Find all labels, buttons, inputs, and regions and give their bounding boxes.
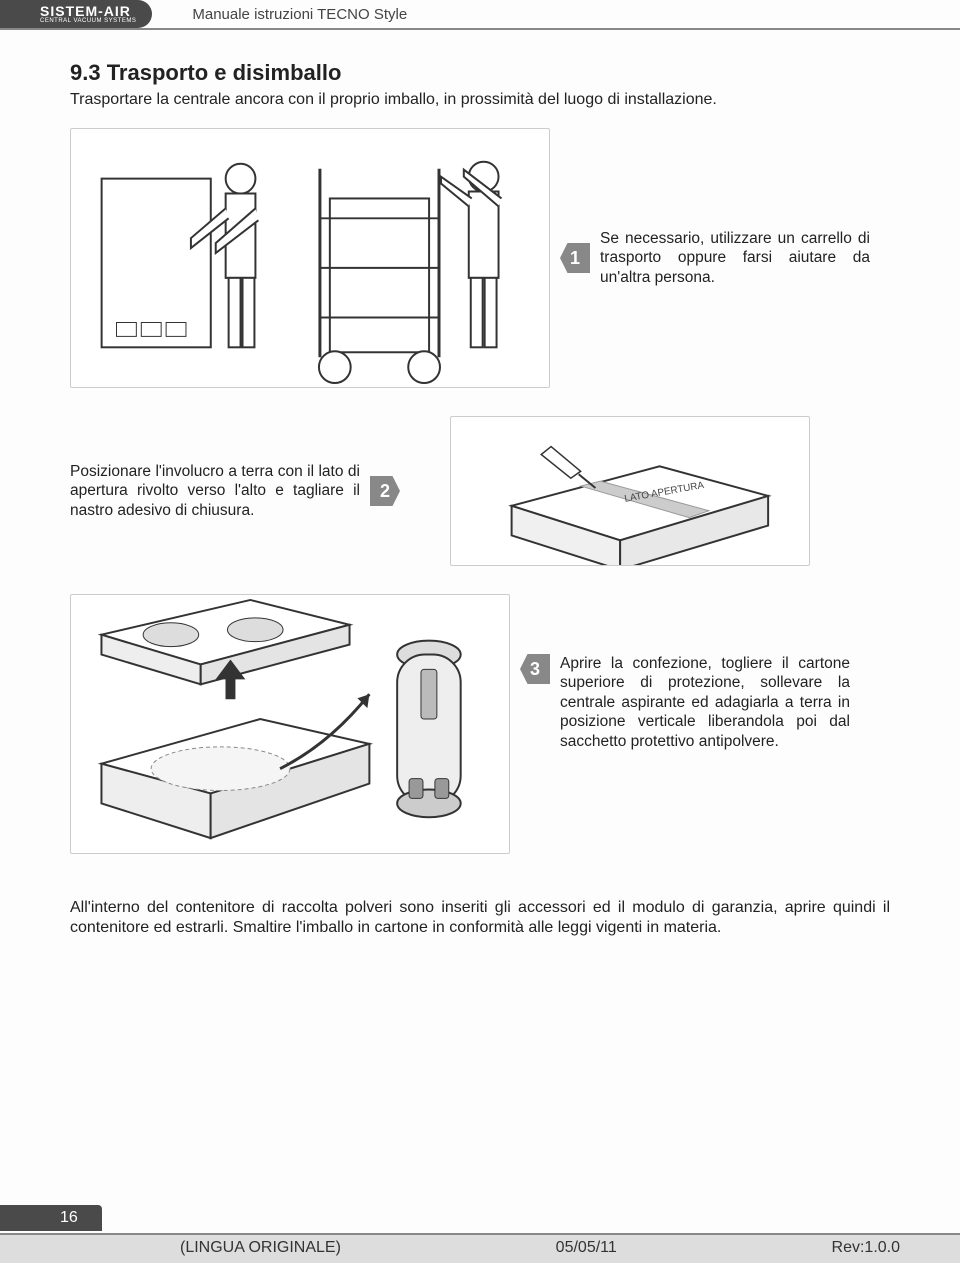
bottom-paragraph: All'interno del contenitore di raccolta …	[70, 898, 890, 938]
footer-rev: Rev:1.0.0	[832, 1239, 900, 1257]
logo-sub: CENTRAL VACUUM SYSTEMS	[40, 18, 136, 24]
page-content: 9.3 Trasporto e disimballo Trasportare l…	[0, 30, 960, 938]
step-2-num: 2	[380, 481, 390, 502]
step-3-text: Aprire la confezione, togliere il carton…	[560, 654, 850, 751]
step-3-row: 3 Aprire la confezione, togliere il cart…	[70, 594, 890, 854]
step-1-text: Se necessario, utilizzare un carrello di…	[600, 229, 870, 287]
logo-main: SISTEM-AIR	[40, 4, 136, 18]
page-number: 16	[0, 1205, 102, 1231]
step-1-row: 1 Se necessario, utilizzare un carrello …	[70, 128, 890, 388]
section-intro: Trasportare la centrale ancora con il pr…	[70, 90, 890, 110]
document-title: Manuale istruzioni TECNO Style	[192, 6, 407, 23]
step-1-badge: 1	[560, 243, 590, 273]
footer-lang: (LINGUA ORIGINALE)	[180, 1239, 341, 1257]
step-2-badge: 2	[370, 476, 400, 506]
illustration-transport	[70, 128, 550, 388]
footer-bar: (LINGUA ORIGINALE) 05/05/11 Rev:1.0.0	[0, 1233, 960, 1263]
footer-date: 05/05/11	[556, 1239, 617, 1257]
step-2-text: Posizionare l'involucro a terra con il l…	[70, 462, 360, 520]
brand-logo: SISTEM-AIR CENTRAL VACUUM SYSTEMS	[0, 0, 152, 28]
step-3-num: 3	[530, 659, 540, 680]
step-3-badge: 3	[520, 654, 550, 684]
header-bar: SISTEM-AIR CENTRAL VACUUM SYSTEMS Manual…	[0, 0, 960, 28]
illustration-box-cut: LATO APERTURA	[450, 416, 810, 566]
section-title: 9.3 Trasporto e disimballo	[70, 60, 890, 86]
step-2-row: Posizionare l'involucro a terra con il l…	[70, 416, 890, 566]
page-footer: 16 (LINGUA ORIGINALE) 05/05/11 Rev:1.0.0	[0, 1205, 960, 1263]
illustration-unpack	[70, 594, 510, 854]
step-1-num: 1	[570, 248, 580, 269]
